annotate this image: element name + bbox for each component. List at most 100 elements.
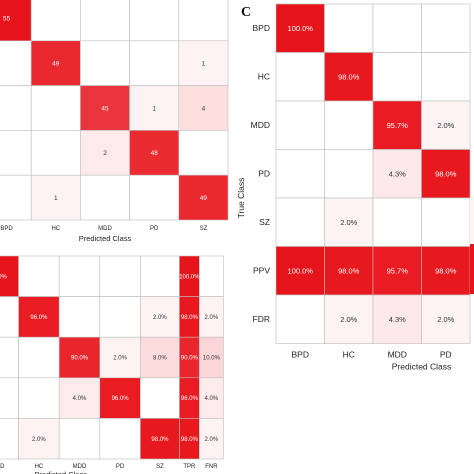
cell-value-label: 45 (101, 105, 109, 112)
heatmap-cell (178, 0, 229, 42)
panel-a-count-matrix: 55 49 1 45 1 4 2 48 1 49 BPD HC MDD PD SZ Predicted Cla… (0, 0, 229, 243)
cell-value-label: 2.0% (437, 315, 454, 324)
heatmap-cell (421, 100, 471, 150)
heatmap-cell (58, 255, 101, 297)
heatmap-cell (372, 52, 422, 102)
cell-value-label: 55 (3, 16, 11, 23)
x-tick-label: BPD (292, 350, 309, 360)
heatmap-cell (372, 246, 422, 296)
cell-value-label: 1 (54, 195, 58, 202)
x-tick-label: HC (35, 464, 44, 470)
cell-value-label: 2.0% (205, 437, 219, 443)
x-tick-label: FNR (205, 464, 218, 470)
cell-value-label: 100.0% (179, 274, 200, 280)
heatmap-cell (199, 336, 224, 379)
heatmap-cell (0, 130, 32, 176)
heatmap-cell (99, 296, 141, 338)
heatmap-cell (178, 85, 229, 131)
y-tick-label: PD (258, 169, 270, 179)
heatmap-cell (199, 418, 224, 460)
cell-value-label: 10.0% (203, 356, 221, 362)
panel-b-percentage-matrix: 00.0% 100.0% 96.0% 2.0% 98.0% 2.0% 90.0% 2.0% 8.… (0, 255, 224, 474)
heatmap-cell (140, 336, 180, 379)
cell-value-label: 2 (103, 150, 107, 157)
cell-value-label: 48 (151, 150, 159, 157)
x-tick-label: HC (343, 350, 355, 360)
cell-value-label: 2.0% (205, 315, 219, 321)
heatmap-cell (275, 149, 325, 199)
x-tick-label: BPD (0, 464, 5, 470)
heatmap-cell (58, 418, 101, 460)
heatmap-cell (30, 85, 81, 131)
panel-letter: C (241, 5, 251, 20)
heatmap-cell (421, 294, 471, 344)
heatmap-cell (18, 296, 60, 338)
cell-value-label: 98.0% (435, 169, 457, 178)
heatmap-cell (30, 174, 81, 221)
y-axis-title: True Class (236, 178, 246, 219)
heatmap-cell (18, 336, 60, 379)
heatmap-cell (80, 174, 130, 221)
heatmap-cell (140, 296, 180, 338)
x-axis-title: Predicted Class (34, 470, 87, 474)
heatmap-cell (324, 294, 374, 344)
heatmap-cell (18, 377, 60, 419)
heatmap-cell (0, 377, 19, 419)
cell-value-label: 96.0% (30, 315, 48, 321)
heatmap-cell (324, 149, 374, 199)
heatmap-cell (275, 246, 325, 296)
heatmap-cell (199, 255, 224, 297)
heatmap-cell (129, 174, 180, 221)
heatmap-cell (129, 85, 180, 131)
y-tick-label: MDD (251, 120, 270, 130)
heatmap-cell (0, 85, 32, 131)
x-axis-title: Predicted Class (392, 362, 452, 372)
y-tick-label: FDR (253, 314, 270, 324)
heatmap-cell (178, 40, 229, 86)
x-tick-label: SZ (200, 226, 208, 232)
x-tick-label: HC (51, 226, 60, 232)
heatmap-cell (421, 197, 471, 247)
cell-value-label: 2.0% (32, 437, 46, 443)
x-tick-label: TPR (183, 464, 196, 470)
cell-value-label: 4.3% (389, 169, 406, 178)
cell-value-label: 49 (200, 195, 208, 202)
heatmap-cell (0, 418, 19, 460)
heatmap-cell (421, 246, 471, 296)
cell-value-label: 98.0% (151, 437, 169, 443)
heatmap-cell (421, 52, 471, 102)
cropped-edge-cell (470, 244, 474, 294)
x-tick-label: MDD (388, 350, 407, 360)
heatmap-cell (80, 130, 130, 176)
heatmap-cell (0, 336, 19, 379)
x-tick-label: PD (440, 350, 452, 360)
panel-c-predictive-value-matrix: 100.0% 98.0% 95.7% 2.0% 4.3% 98.0% 2.0% 100.0% 9… (236, 3, 471, 372)
heatmap-cell (18, 255, 60, 297)
cell-value-label: 98.0% (435, 266, 457, 275)
heatmap-cell (30, 130, 81, 176)
y-tick-label: PPV (253, 266, 270, 276)
cell-value-label: 4.3% (389, 315, 406, 324)
x-tick-label: MDD (98, 226, 112, 232)
cell-value-label: 2.0% (340, 218, 357, 227)
heatmap-cell (0, 0, 32, 42)
heatmap-cell (80, 40, 130, 86)
heatmap-cell (275, 294, 325, 344)
cell-value-label: 96.0% (181, 396, 199, 402)
heatmap-cell (140, 377, 180, 419)
cell-value-label: 90.0% (71, 356, 89, 362)
cropped-edge-cell-light (470, 196, 474, 244)
cell-value-label: 00.0% (0, 274, 7, 280)
heatmap-cell (18, 418, 60, 460)
cell-value-label: 4.0% (73, 396, 87, 402)
heatmap-cell (0, 174, 32, 221)
heatmap-cell (140, 255, 180, 297)
heatmap-cell (129, 130, 180, 176)
cell-value-label: 8.0% (153, 356, 167, 362)
x-tick-label: PD (150, 226, 159, 232)
cell-value-label: 95.7% (387, 266, 409, 275)
cell-value-label: 2.0% (153, 315, 167, 321)
heatmap-cell (372, 100, 422, 150)
heatmap-cell (421, 149, 471, 199)
